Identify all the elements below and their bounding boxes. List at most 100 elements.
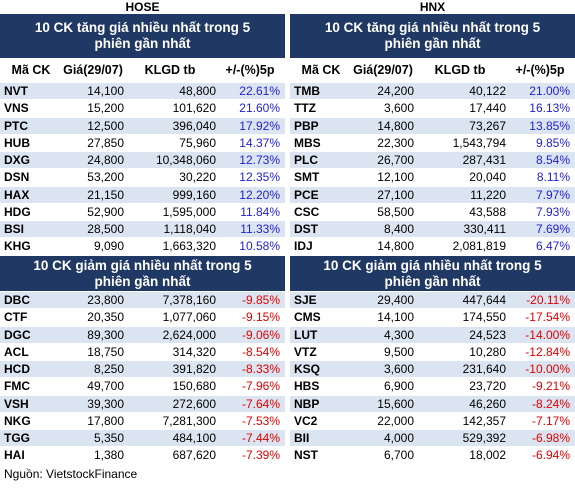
- table-cell: 231,640: [462, 362, 506, 377]
- table-cell: -17.54%: [525, 310, 570, 325]
- table-cell: 39,300: [87, 396, 124, 411]
- column-header: +/-(%)5p: [225, 63, 275, 77]
- table-row: PTC 12,500 396,040 17.92%: [0, 117, 285, 135]
- table-cell: 14.37%: [239, 135, 280, 150]
- table-cell: FMC: [4, 379, 30, 394]
- table-cell: -9.21%: [531, 379, 570, 394]
- table-cell: 150,680: [172, 379, 216, 394]
- table-cell: 12.73%: [239, 153, 280, 168]
- table-cell: VTZ: [294, 344, 317, 359]
- table-cell: BSI: [4, 222, 25, 237]
- table-row: HCD 8,250 391,820 -8.33%: [0, 361, 285, 379]
- table-cell: 52,900: [87, 204, 124, 219]
- table-row: MBS 22,300 1,543,794 9.85%: [290, 135, 575, 152]
- table-cell: 49,700: [87, 379, 124, 394]
- table-cell: 26,700: [377, 153, 414, 168]
- table-cell: CTF: [4, 310, 28, 325]
- table-cell: -8.24%: [531, 396, 570, 411]
- table-cell: 687,620: [172, 448, 216, 463]
- table-cell: -8.54%: [241, 344, 280, 359]
- table-cell: TGG: [4, 431, 30, 446]
- table-cell: KHG: [4, 239, 31, 254]
- table-cell: DXG: [4, 153, 31, 168]
- table-cell: -7.64%: [241, 396, 280, 411]
- section-title: 10 CK tăng giá nhiều nhất trong 5 phiên …: [290, 14, 575, 58]
- table-cell: 3,600: [383, 101, 414, 116]
- table-cell: 8,250: [93, 362, 124, 377]
- table-cell: 272,600: [172, 396, 216, 411]
- table-cell: 12,100: [377, 170, 414, 185]
- table-cell: TTZ: [294, 101, 316, 116]
- table-cell: PTC: [4, 118, 28, 133]
- table-cell: 8.54%: [535, 153, 570, 168]
- table-cell: 46,260: [469, 396, 506, 411]
- table-cell: 9,500: [383, 344, 414, 359]
- table-cell: 21.00%: [529, 84, 570, 99]
- table-cell: PCE: [294, 187, 319, 202]
- table-row: PLC 26,700 287,431 8.54%: [290, 152, 575, 170]
- table-row: CSC 58,500 43,588 7.93%: [290, 204, 575, 221]
- table-cell: 4,300: [383, 327, 414, 342]
- table-cell: 21.60%: [239, 101, 280, 116]
- table-cell: TMB: [294, 84, 320, 99]
- table-row: DBC 23,800 7,378,160 -9.85%: [0, 292, 285, 310]
- table-cell: DST: [294, 222, 318, 237]
- table-cell: 6,900: [383, 379, 414, 394]
- table-cell: 11,220: [470, 187, 506, 202]
- table-cell: 29,400: [377, 293, 414, 308]
- table-cell: 15,600: [377, 396, 414, 411]
- table-cell: 6,700: [383, 448, 414, 463]
- column-header: Mã CK: [11, 63, 51, 77]
- table-cell: -8.33%: [241, 362, 280, 377]
- table-cell: 330,411: [463, 222, 507, 237]
- source: Nguồn: VietstockFinance: [4, 467, 138, 481]
- table-cell: 22,000: [377, 413, 414, 428]
- table-cell: 11.84%: [240, 204, 280, 219]
- table-row: ACL 18,750 314,320 -8.54%: [0, 344, 285, 361]
- table-cell: 1,118,040: [163, 222, 217, 237]
- table-cell: 484,100: [172, 431, 216, 446]
- table-cell: DBC: [4, 293, 30, 308]
- table-cell: HAI: [4, 448, 25, 463]
- table-cell: 10,280: [469, 344, 506, 359]
- table-cell: 30,220: [179, 170, 216, 185]
- table-row: NKG 17,800 7,281,300 -7.53%: [0, 413, 285, 430]
- table-cell: 7.97%: [535, 187, 570, 202]
- table-cell: 23,800: [87, 293, 124, 308]
- table-cell: 174,550: [462, 310, 506, 325]
- table-cell: 14,100: [377, 310, 414, 325]
- column-header: Giá(29/07): [353, 63, 413, 77]
- table-row: PCE 27,100 11,220 7.97%: [290, 186, 575, 204]
- table-cell: 24,200: [377, 84, 414, 99]
- table-cell: NST: [294, 448, 318, 463]
- table-cell: PLC: [294, 153, 318, 168]
- table-cell: HAX: [4, 187, 30, 202]
- table-row: PBP 14,800 73,267 13.85%: [290, 117, 575, 135]
- table-cell: 48,800: [179, 84, 216, 99]
- table-row: TTZ 3,600 17,440 16.13%: [290, 100, 575, 118]
- table-cell: 18,750: [87, 344, 124, 359]
- table-cell: 43,588: [469, 204, 506, 219]
- table-cell: 3,600: [383, 362, 414, 377]
- table-cell: -9.15%: [241, 310, 280, 325]
- table-cell: 9,090: [93, 239, 124, 254]
- table-cell: 20,040: [469, 170, 506, 185]
- table-row: HBS 6,900 23,720 -9.21%: [290, 378, 575, 396]
- table-row: CTF 20,350 1,077,060 -9.15%: [0, 309, 285, 327]
- table-row: HAX 21,150 999,160 12.20%: [0, 186, 285, 204]
- table-cell: 15,200: [87, 101, 124, 116]
- table-cell: NKG: [4, 413, 31, 428]
- table-row: HAI 1,380 687,620 -7.39%: [0, 447, 285, 465]
- table-cell: 2,624,000: [162, 327, 216, 342]
- table-row: CMS 14,100 174,550 -17.54%: [290, 309, 575, 327]
- table-cell: NVT: [4, 84, 28, 99]
- table-cell: HBS: [294, 379, 320, 394]
- table-cell: 21,150: [87, 187, 124, 202]
- table-row: VC2 22,000 142,357 -7.17%: [290, 413, 575, 430]
- table-cell: 89,300: [87, 327, 124, 342]
- table-row: VSH 39,300 272,600 -7.64%: [0, 395, 285, 413]
- table-cell: 20,350: [87, 310, 124, 325]
- table-row: BII 4,000 529,392 -6.98%: [290, 430, 575, 448]
- table-cell: 40,122: [469, 84, 506, 99]
- table-cell: 16.13%: [529, 101, 570, 116]
